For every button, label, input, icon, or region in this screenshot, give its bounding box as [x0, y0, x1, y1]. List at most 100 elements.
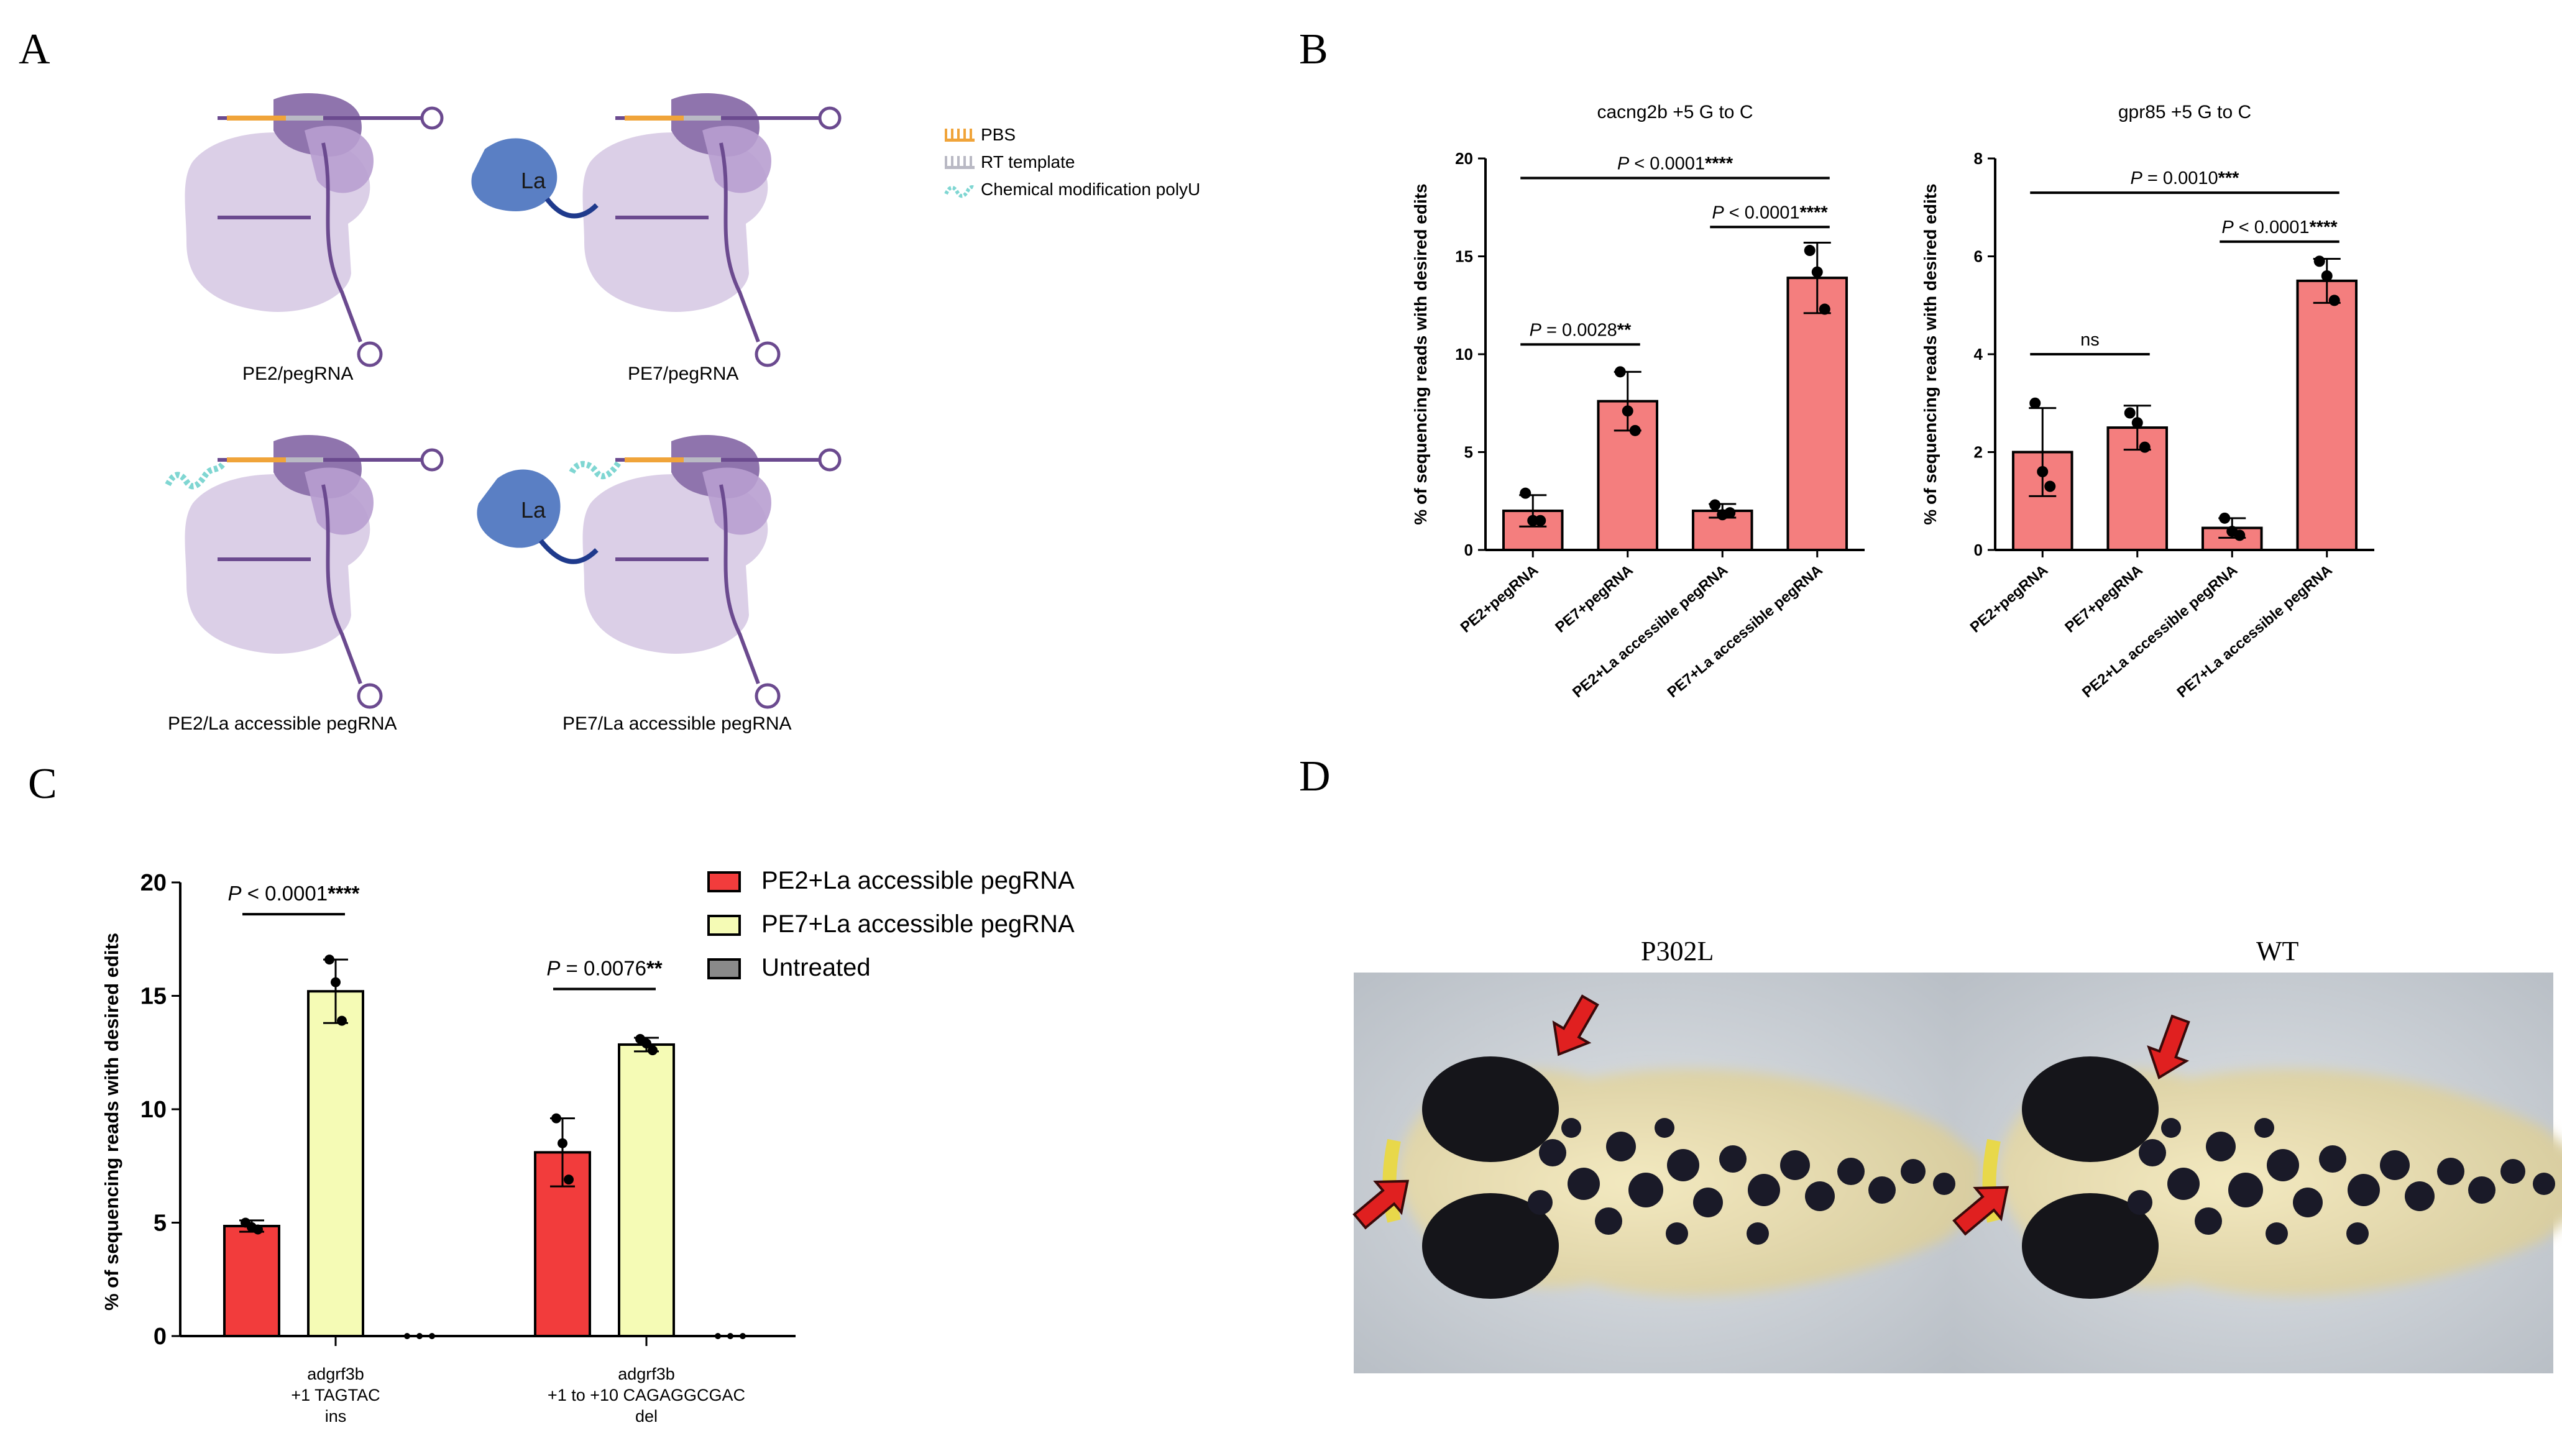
data-point: [2131, 417, 2143, 429]
x-tick-label: ins: [325, 1407, 347, 1426]
legend-label: PE7+La accessible pegRNA: [761, 910, 1075, 938]
x-tick-label: del: [635, 1407, 658, 1426]
data-point: [1724, 507, 1736, 519]
significance-label: P < 0.0001****: [228, 882, 360, 905]
y-tick-label: 6: [1974, 247, 1983, 266]
data-point: [715, 1333, 721, 1339]
x-tick-label: PE2+La accessible pegRNA: [1569, 562, 1731, 701]
y-tick-label: 5: [1464, 443, 1473, 462]
schematic-pe7-la-pegrna: [477, 435, 840, 707]
data-point: [1819, 303, 1830, 315]
significance-label: P = 0.0010***: [2131, 168, 2240, 188]
panel-b-letter: B: [1299, 25, 1328, 73]
data-point: [727, 1333, 733, 1339]
legend-swatch: [707, 871, 741, 892]
panel-d-letter: D: [1299, 753, 1331, 800]
y-tick-label: 2: [1974, 443, 1983, 462]
data-point: [416, 1333, 423, 1339]
caption-pe2-pegrna: PE2/pegRNA: [242, 364, 354, 384]
caption-pe7-la-pegrna: PE7/La accessible pegRNA: [562, 713, 792, 734]
rt-template-swatch-icon: [945, 155, 975, 169]
chart-title: cacng2b +5 G to C: [1597, 102, 1753, 122]
y-tick-label: 10: [1455, 345, 1473, 364]
data-point: [2037, 466, 2049, 477]
legend-swatch: [707, 958, 741, 979]
data-point: [2328, 295, 2340, 306]
zebrafish-images: [1346, 973, 2553, 1373]
caption-pe7-pegrna: PE7/pegRNA: [628, 364, 739, 384]
label-wt: WT: [2256, 936, 2299, 966]
data-point: [1804, 245, 1816, 257]
y-tick-label: 10: [140, 1097, 167, 1123]
panel-a-legend: PBS RT template Chemical modification po…: [944, 121, 1200, 203]
y-tick-label: 5: [154, 1211, 167, 1237]
polyu-swatch-icon: [944, 185, 976, 198]
legend-label: PE2+La accessible pegRNA: [761, 867, 1075, 894]
data-point: [1535, 515, 1546, 526]
x-tick-label: +1 to +10 CAGAGGCGAC: [548, 1386, 745, 1404]
data-point: [331, 977, 341, 987]
y-tick-label: 0: [154, 1324, 167, 1350]
y-tick-label: 15: [1455, 247, 1473, 266]
chart-gpr85: gpr85 +5 G to C % of sequencing reads wit…: [1921, 102, 2374, 701]
pbs-swatch-icon: [945, 128, 975, 142]
data-point: [1709, 499, 1721, 511]
y-tick-label: 0: [1974, 541, 1983, 559]
data-point: [2321, 270, 2333, 282]
x-tick-label: adgrf3b: [307, 1365, 364, 1383]
significance-label: ns: [2080, 330, 2100, 350]
data-point: [429, 1333, 435, 1339]
data-point: [641, 1038, 651, 1049]
bar: [2296, 279, 2358, 551]
x-tick-label: PE7+La accessible pegRNA: [1664, 562, 1826, 701]
y-tick-label: 4: [1974, 345, 1983, 364]
data-point: [1629, 424, 1641, 436]
schematic-pe7-pegrna: [471, 93, 840, 365]
x-tick-label: PE7+pegRNA: [1552, 562, 1636, 636]
x-tick-label: PE2+pegRNA: [1967, 562, 2051, 636]
schematic-pe2-pegrna: [185, 93, 443, 365]
y-tick-label: 8: [1974, 149, 1983, 168]
y-axis-label: % of sequencing reads with desired edits: [1411, 183, 1430, 524]
data-point: [2219, 512, 2231, 524]
data-point: [551, 1113, 561, 1124]
legend-swatch: [707, 915, 741, 936]
data-point: [2313, 255, 2325, 267]
data-point: [564, 1174, 574, 1185]
x-tick-label: PE2+La accessible pegRNA: [2079, 562, 2241, 701]
caption-pe2-la-pegrna: PE2/La accessible pegRNA: [168, 713, 397, 734]
chart-cacng2b: cacng2b +5 G to C % of sequencing reads w…: [1411, 102, 1865, 701]
data-point: [2124, 407, 2136, 419]
data-point: [1811, 266, 1823, 278]
schematic-pe2-la-pegrna: [165, 435, 442, 707]
significance-label: P < 0.0001****: [2221, 217, 2338, 237]
significance-label: P < 0.0001****: [1712, 203, 1828, 222]
legend-item-rt-template: RT template: [945, 149, 1200, 176]
legend-item-pbs: PBS: [945, 121, 1200, 149]
data-point: [337, 1015, 347, 1026]
bar: [307, 990, 364, 1337]
x-tick-label: PE7+pegRNA: [2062, 562, 2146, 636]
y-tick-label: 20: [1455, 149, 1473, 168]
legend-label: Untreated: [761, 954, 871, 981]
data-point: [2044, 480, 2056, 492]
x-tick-label: PE7+La accessible pegRNA: [2174, 562, 2336, 701]
x-tick-label: PE2+pegRNA: [1458, 562, 1541, 636]
label-p302l: P302L: [1641, 936, 1714, 966]
data-point: [324, 955, 334, 965]
chart-title: gpr85 +5 G to C: [2118, 102, 2251, 122]
data-point: [253, 1224, 263, 1235]
data-point: [558, 1138, 567, 1148]
y-tick-label: 20: [140, 870, 167, 896]
y-axis-label: % of sequencing reads with desired edits: [101, 933, 122, 1311]
significance-label: P = 0.0028**: [1530, 320, 1632, 340]
significance-label: P < 0.0001****: [1617, 154, 1733, 174]
data-point: [404, 1333, 410, 1339]
data-point: [648, 1045, 658, 1056]
data-point: [2234, 529, 2246, 541]
la-protein-label: La: [521, 168, 546, 193]
data-point: [1614, 366, 1626, 378]
legend-item-polyu: Chemical modification polyU: [944, 176, 1200, 203]
y-axis-label: % of sequencing reads with desired edits: [1921, 183, 1940, 524]
